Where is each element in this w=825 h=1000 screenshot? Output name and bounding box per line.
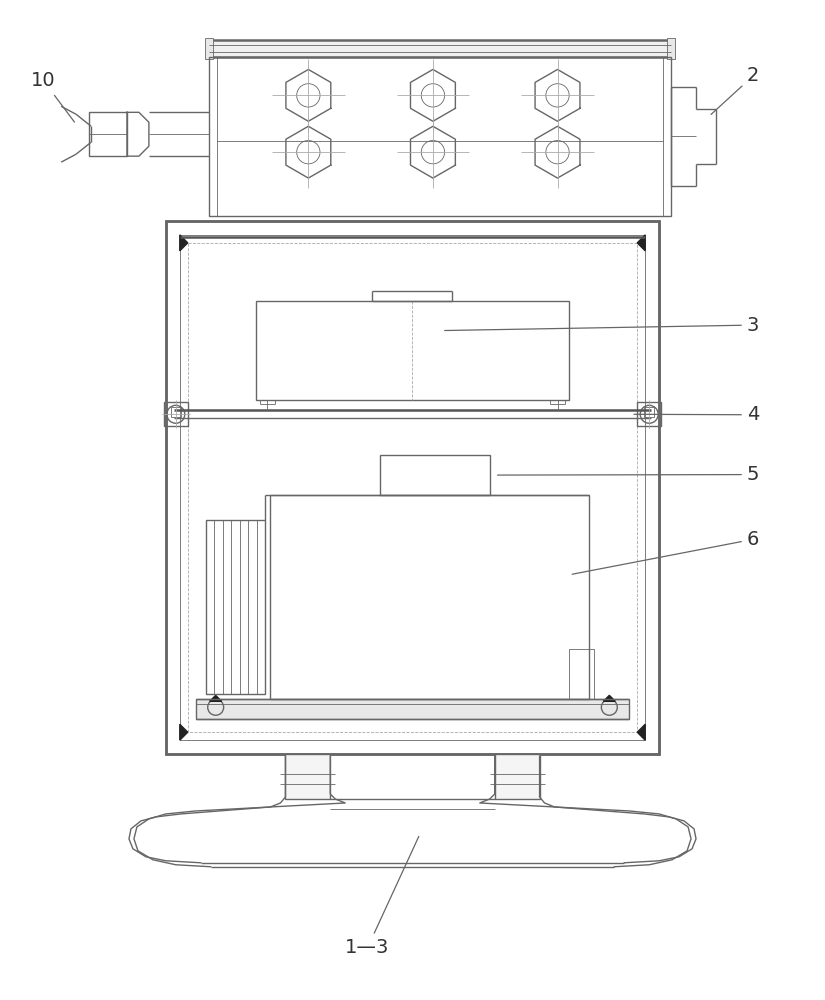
Bar <box>166 221 659 754</box>
Bar <box>180 235 645 740</box>
Text: 6: 6 <box>573 530 759 574</box>
Bar <box>256 301 569 400</box>
Text: 2: 2 <box>711 66 759 114</box>
Polygon shape <box>637 235 645 251</box>
Bar <box>380 455 490 495</box>
Polygon shape <box>637 724 645 740</box>
Polygon shape <box>180 724 188 740</box>
Bar <box>569 649 594 699</box>
Bar <box>209 40 671 57</box>
Bar <box>285 754 330 799</box>
Bar <box>205 38 213 59</box>
Polygon shape <box>603 695 615 701</box>
Bar <box>89 112 127 156</box>
Text: 3: 3 <box>445 316 759 335</box>
Text: 5: 5 <box>497 465 759 484</box>
Bar <box>209 57 671 216</box>
Bar <box>205 520 266 694</box>
Bar <box>644 407 654 417</box>
Bar <box>667 38 675 59</box>
Text: 10: 10 <box>31 71 74 122</box>
Bar <box>637 402 661 426</box>
Text: 1—3: 1—3 <box>345 836 419 957</box>
Bar <box>188 243 637 732</box>
Polygon shape <box>210 695 222 701</box>
Bar <box>196 699 629 719</box>
Text: 4: 4 <box>634 405 759 424</box>
Bar <box>495 754 540 799</box>
Bar <box>171 407 181 417</box>
Bar <box>271 495 589 699</box>
Bar <box>166 221 659 754</box>
Bar <box>164 402 188 426</box>
Polygon shape <box>180 235 188 251</box>
